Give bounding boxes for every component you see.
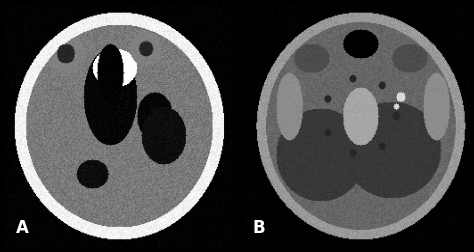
Text: A: A	[16, 219, 29, 237]
Text: B: B	[253, 219, 265, 237]
